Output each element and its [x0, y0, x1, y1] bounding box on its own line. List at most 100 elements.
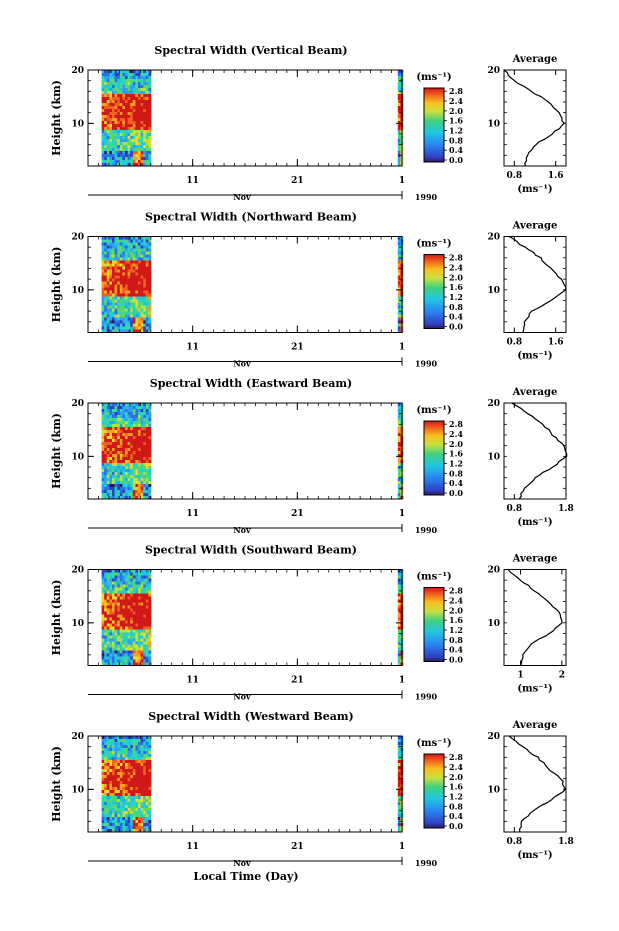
colorbar-tick-label: 1.6 [449, 116, 463, 126]
y-tick-label: 10 [71, 452, 84, 462]
y-axis-label: Height (km) [50, 746, 63, 822]
colorbar-tick-label: 2.0 [449, 439, 463, 449]
x-tick-label: 21 [291, 676, 304, 686]
average-y-tick-label: 20 [487, 566, 500, 576]
x-tick-label: 21 [291, 343, 304, 353]
colorbar [423, 254, 445, 329]
average-x-tick-label: 1.8 [558, 837, 574, 847]
y-tick-label: 20 [71, 233, 84, 243]
average-frame [503, 236, 567, 333]
colorbar-tick-label: 1.2 [449, 792, 463, 802]
colorbar-tick-label: 0.4 [449, 645, 463, 655]
average-y-tick-label: 10 [487, 619, 500, 629]
colorbar-tick-label: 0.8 [449, 302, 463, 312]
x-axis-label: Local Time (Day) [193, 870, 298, 883]
colorbar [423, 420, 445, 496]
colorbar-tick-label: 0.4 [449, 811, 463, 821]
colorbar-tick-label: 2.8 [449, 86, 463, 96]
x-tick-label: 11 [186, 176, 199, 186]
colorbar-tick-label: 1.6 [449, 615, 463, 625]
year-label: 1990 [415, 692, 438, 702]
y-tick-label: 20 [71, 566, 84, 576]
year-label: 1990 [415, 359, 438, 369]
average-unit: (ms⁻¹) [517, 850, 552, 861]
colorbar-tick-label: 2.0 [449, 272, 463, 282]
x-tick-label: 11 [186, 509, 199, 519]
x-tick-label: 1 [399, 343, 405, 353]
y-axis-label: Height (km) [50, 247, 63, 323]
colorbar-tick-label: 2.4 [449, 263, 463, 273]
x-tick-label: 21 [291, 509, 304, 519]
month-label: Nov [233, 525, 251, 535]
colorbar-tick-label: 1.2 [449, 126, 463, 136]
month-label: Nov [233, 192, 251, 202]
average-y-tick-label: 10 [487, 785, 500, 795]
colorbar-tick-label: 0.0 [449, 821, 463, 831]
average-profile-line [503, 69, 566, 167]
average-y-tick-label: 10 [487, 286, 500, 296]
colorbar-tick-label: 2.8 [449, 419, 463, 429]
average-frame [503, 69, 567, 167]
panel-3: Spectral Width (Eastward Beam) 11 21 1 Nov 19… [50, 377, 574, 535]
average-x-tick-label: 1.6 [548, 338, 564, 348]
colorbar-tick-label: 0.0 [449, 655, 463, 665]
average-x-tick-label: 0.8 [506, 837, 522, 847]
y-tick-label: 10 [71, 286, 84, 296]
x-tick-label: 11 [186, 842, 199, 852]
colorbar-unit: (ms⁻¹) [416, 239, 451, 250]
x-tick-label: 1 [399, 176, 405, 186]
colorbar-unit: (ms⁻¹) [416, 572, 451, 583]
colorbar-tick-label: 2.0 [449, 772, 463, 782]
average-unit: (ms⁻¹) [517, 517, 552, 528]
average-unit: (ms⁻¹) [517, 351, 552, 362]
average-x-tick-label: 1 [517, 671, 523, 681]
average-y-tick-label: 10 [487, 119, 500, 129]
colorbar-tick-label: 1.2 [449, 459, 463, 469]
colorbar-tick-label: 0.4 [449, 145, 463, 155]
colorbar-tick-label: 2.0 [449, 605, 463, 615]
colorbar-tick-label: 1.6 [449, 282, 463, 292]
y-tick-label: 10 [71, 119, 84, 129]
panel-2: Spectral Width (Northward Beam) 11 21 1 Nov 1… [50, 211, 567, 369]
colorbar-tick-label: 2.4 [449, 596, 463, 606]
x-tick-label: 11 [186, 343, 199, 353]
panel-title: Spectral Width (Northward Beam) [145, 211, 357, 224]
y-tick-label: 20 [71, 66, 84, 76]
heatmap-cells [101, 236, 404, 333]
average-frame [503, 402, 567, 500]
panel-5: Spectral Width (Westward Beam) 11 21 1 Nov 19… [50, 710, 574, 868]
month-label: Nov [233, 359, 251, 369]
average-x-tick-label: 2 [559, 671, 565, 681]
x-tick-label: 21 [291, 176, 304, 186]
colorbar-unit: (ms⁻¹) [416, 72, 451, 83]
year-label: 1990 [415, 858, 438, 868]
average-x-tick-label: 0.8 [506, 171, 522, 181]
average-x-tick-label: 1.6 [548, 171, 564, 181]
average-x-tick-label: 0.8 [506, 338, 522, 348]
average-profile-line [511, 402, 568, 500]
x-tick-label: 21 [291, 842, 304, 852]
colorbar-tick-label: 0.0 [449, 155, 463, 165]
average-title: Average [512, 554, 558, 565]
y-tick-label: 20 [71, 732, 84, 742]
colorbar-tick-label: 1.2 [449, 292, 463, 302]
colorbar-tick-label: 2.8 [449, 752, 463, 762]
panel-title: Spectral Width (Vertical Beam) [154, 44, 347, 57]
average-y-tick-label: 20 [487, 233, 500, 243]
colorbar-tick-label: 0.4 [449, 478, 463, 488]
y-axis-label: Height (km) [50, 80, 63, 156]
heatmap-cells [101, 736, 404, 833]
average-x-tick-label: 0.8 [506, 504, 522, 514]
average-title: Average [512, 221, 558, 232]
heatmap-cells [101, 70, 404, 167]
average-y-tick-label: 10 [487, 452, 500, 462]
average-y-tick-label: 20 [487, 66, 500, 76]
colorbar-tick-label: 0.4 [449, 312, 463, 322]
colorbar [423, 587, 445, 662]
colorbar-tick-label: 0.8 [449, 635, 463, 645]
x-tick-label: 11 [186, 676, 199, 686]
average-profile-line [507, 569, 563, 666]
average-unit: (ms⁻¹) [517, 184, 552, 195]
